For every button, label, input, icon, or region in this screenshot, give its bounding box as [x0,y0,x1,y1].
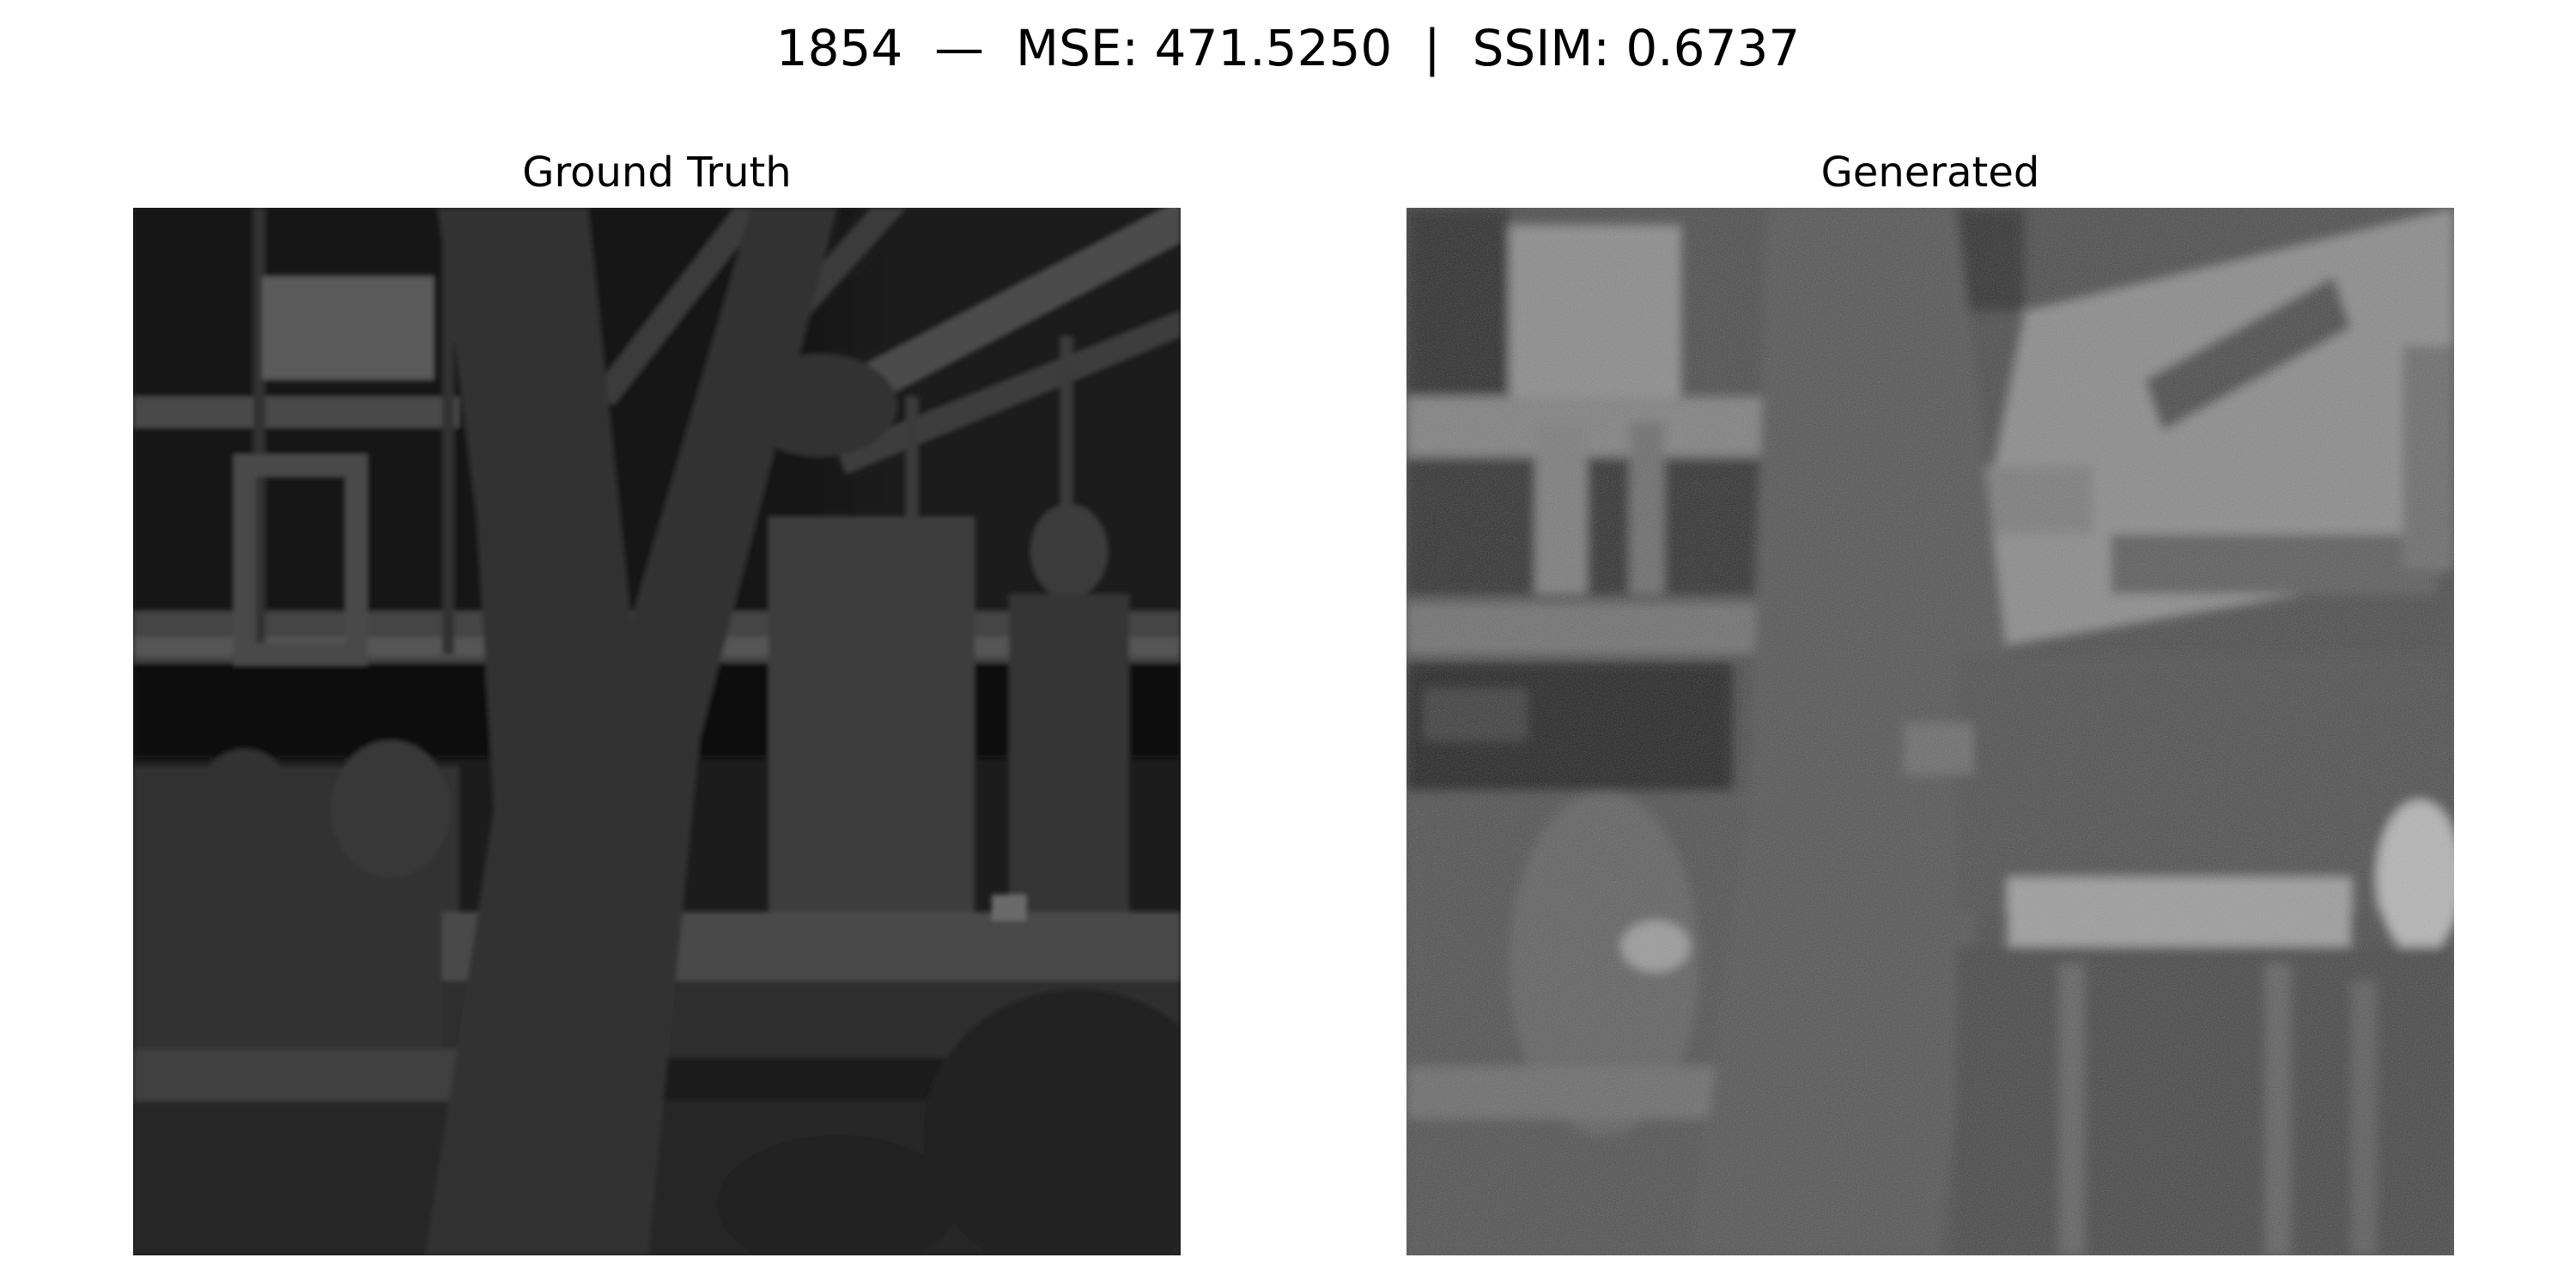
generated-image [1406,208,2454,1255]
generated-title: Generated [1820,149,2040,197]
ground-truth-panel: Ground Truth [133,144,1181,1255]
figure-title: 1854 — MSE: 471.5250 | SSIM: 0.6737 [775,19,1801,77]
ground-truth-title: Ground Truth [522,149,792,197]
generated-panel: Generated [1406,144,2454,1255]
ground-truth-image [133,208,1181,1255]
